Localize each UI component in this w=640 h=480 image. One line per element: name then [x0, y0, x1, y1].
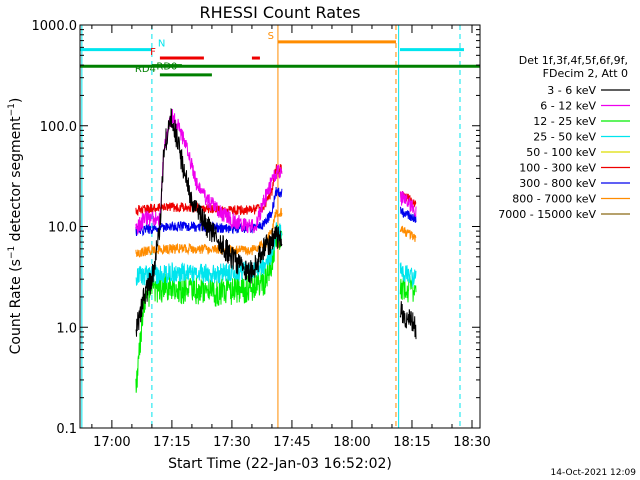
y-axis-label-exp-1: −1 — [7, 246, 17, 259]
y-tick-label-1-0: 1.0 — [56, 321, 77, 336]
x-axis: 17:00 17:15 17:30 17:45 18:00 18:15 18:30 — [91, 25, 491, 450]
series-line-6-12-kev-1 — [400, 190, 417, 218]
timestamp: 14-Oct-2021 12:09 — [551, 468, 637, 478]
y-axis-label-part-1: Count Rate (s — [8, 259, 24, 354]
x-tick-label-18-30: 18:30 — [453, 435, 490, 450]
x-tick-label-17-00: 17:00 — [93, 435, 130, 450]
y-tick-label-0-1: 0.1 — [56, 422, 77, 437]
legend-label-100-300-kev: 100 - 300 keV — [519, 162, 596, 175]
x-axis-label: Start Time (22-Jan-03 16:52:02) — [168, 456, 392, 472]
legend-label-50-100-kev: 50 - 100 keV — [526, 146, 596, 159]
legend-label-12-25-kev: 12 - 25 keV — [533, 115, 596, 128]
series-line-3-6-kev-1 — [399, 301, 417, 340]
flag-label-rd0: RD0 — [156, 62, 177, 73]
series-line-800-7000-kev-0 — [135, 207, 283, 258]
x-tick-label-18-00: 18:00 — [333, 435, 370, 450]
series-line-100-300-kev-0 — [135, 163, 283, 217]
series-line-300-800-kev-1 — [399, 206, 417, 223]
flag-label-s: S — [268, 31, 274, 42]
series-line-3-6-kev-0 — [135, 108, 283, 337]
legend-label-300-800-kev: 300 - 800 keV — [519, 177, 596, 190]
legend-header-1: FDecim 2, Att 0 — [543, 67, 628, 80]
flag-label-f: F — [150, 47, 156, 58]
y-tick-label-10-0: 10.0 — [48, 221, 77, 236]
y-axis-label-part-3: ) — [8, 98, 24, 103]
y-tick-label-1000-0: 1000.0 — [32, 19, 78, 34]
x-tick-label-17-45: 17:45 — [273, 435, 310, 450]
y-axis-label: Count Rate (s−1 detector segment−1) — [7, 98, 24, 355]
x-tick-label-18-15: 18:15 — [393, 435, 430, 450]
legend-label-800-7000-kev: 800 - 7000 keV — [512, 193, 596, 206]
legend-label-7000-15000-kev: 7000 - 15000 keV — [498, 208, 596, 221]
legend: Det 1f,3f,4f,5f,6f,9f,FDecim 2, Att 0 3 -… — [498, 54, 630, 221]
legend-header-0: Det 1f,3f,4f,5f,6f,9f, — [519, 54, 628, 67]
series-line-12-25-kev-1 — [399, 274, 417, 303]
y-tick-label-100-0: 100.0 — [40, 120, 77, 135]
y-axis: 0.1 1.0 10.0 100.0 1000.0 — [32, 19, 480, 437]
x-tick-label-17-30: 17:30 — [213, 435, 250, 450]
series-line-6-12-kev-0 — [135, 108, 283, 235]
legend-label-25-50-kev: 25 - 50 keV — [533, 131, 596, 144]
flag-label-n: N — [158, 39, 165, 50]
legend-label-3-6-kev: 3 - 6 keV — [547, 84, 596, 97]
series-line-800-7000-kev-1 — [399, 225, 417, 242]
flag-label-rd4: RD4 — [135, 64, 156, 75]
x-tick-label-17-15: 17:15 — [153, 435, 190, 450]
legend-label-6-12-kev: 6 - 12 keV — [540, 100, 596, 113]
series-line-25-50-kev-1 — [399, 262, 417, 288]
y-axis-label-part-2: detector segment — [8, 116, 24, 246]
chart-title: RHESSI Count Rates — [200, 3, 361, 22]
y-axis-label-exp-2: −1 — [7, 103, 17, 116]
